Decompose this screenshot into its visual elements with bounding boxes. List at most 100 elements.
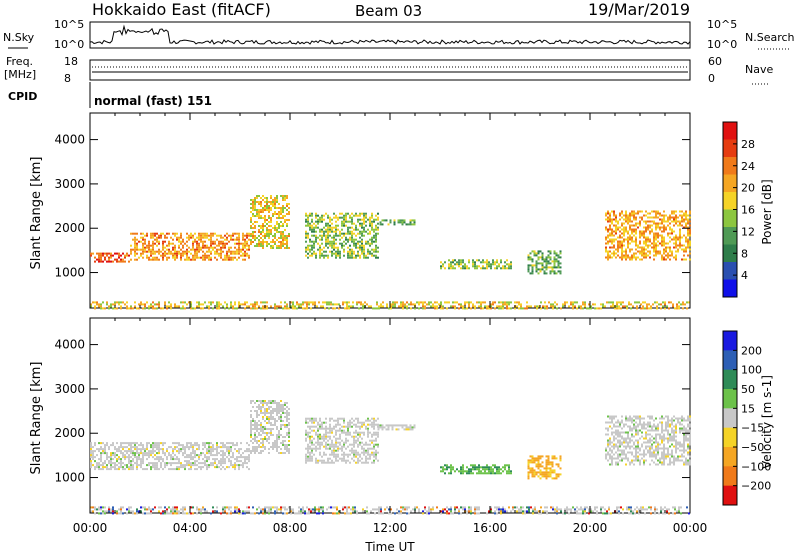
velocity-echo-cell bbox=[206, 456, 208, 459]
power-echo-cell bbox=[164, 250, 166, 253]
power-echo-cell bbox=[460, 267, 462, 270]
power-echo-cell bbox=[186, 248, 188, 251]
velocity-echo-cell bbox=[605, 447, 607, 450]
velocity-echo-cell bbox=[104, 452, 106, 455]
power-echo-cell bbox=[100, 303, 102, 306]
power-echo-cell bbox=[246, 305, 248, 308]
velocity-echo-cell bbox=[152, 442, 154, 445]
power-echo-cell bbox=[639, 222, 641, 225]
velocity-echo-cell bbox=[667, 429, 669, 432]
velocity-echo-cell bbox=[535, 465, 538, 468]
power-echo-cell bbox=[262, 199, 264, 201]
power-echo-cell bbox=[625, 248, 627, 251]
velocity-echo-cell bbox=[186, 464, 188, 467]
power-echo-cell bbox=[305, 234, 307, 237]
velocity-echo-cell bbox=[174, 462, 176, 465]
power-echo-cell bbox=[653, 234, 655, 237]
velocity-echo-cell bbox=[122, 454, 124, 457]
power-echo-cell bbox=[578, 305, 580, 308]
power-echo-cell bbox=[649, 256, 651, 259]
power-echo-cell bbox=[256, 303, 258, 306]
velocity-echo-cell bbox=[276, 446, 278, 448]
power-echo-cell bbox=[98, 305, 100, 308]
power-echo-cell bbox=[236, 307, 238, 310]
power-echo-cell bbox=[454, 307, 456, 310]
power-echo-cell bbox=[234, 250, 236, 253]
power-echo-cell bbox=[639, 236, 641, 239]
velocity-echo-cell bbox=[543, 471, 546, 474]
power-echo-cell bbox=[685, 238, 687, 241]
power-echo-cell bbox=[508, 267, 510, 270]
power-echo-cell bbox=[102, 252, 104, 255]
velocity-echo-cell bbox=[673, 445, 675, 448]
velocity-echo-cell bbox=[504, 468, 506, 471]
velocity-echo-cell bbox=[373, 461, 375, 464]
power-echo-cell bbox=[611, 246, 613, 249]
power-echo-cell bbox=[335, 216, 337, 219]
velocity-echo-cell bbox=[478, 470, 480, 473]
power-echo-cell bbox=[286, 241, 288, 243]
power-echo-cell bbox=[358, 301, 360, 304]
velocity-echo-cell bbox=[254, 426, 256, 428]
power-echo-cell bbox=[529, 264, 532, 267]
power-echo-cell bbox=[464, 301, 466, 304]
velocity-echo-cell bbox=[363, 431, 365, 434]
velocity-echo-cell bbox=[409, 428, 412, 431]
power-echo-cell bbox=[208, 258, 210, 261]
velocity-echo-cell bbox=[488, 468, 490, 471]
power-echo-cell bbox=[663, 230, 665, 233]
velocity-echo-cell bbox=[617, 449, 619, 452]
power-echo-cell bbox=[552, 303, 554, 306]
power-echo-cell bbox=[462, 259, 464, 262]
power-echo-cell bbox=[458, 261, 460, 264]
velocity-echo-cell bbox=[367, 453, 369, 456]
power-echo-cell bbox=[641, 232, 643, 235]
velocity-echo-cell bbox=[156, 456, 158, 459]
power-echo-cell bbox=[359, 214, 361, 217]
power-echo-cell bbox=[683, 258, 685, 261]
velocity-echo-cell bbox=[621, 453, 623, 456]
power-echo-cell bbox=[559, 266, 562, 269]
velocity-echo-cell bbox=[329, 461, 331, 464]
power-echo-cell bbox=[472, 265, 474, 268]
power-echo-cell bbox=[667, 254, 669, 257]
power-echo-cell bbox=[474, 263, 476, 266]
power-echo-cell bbox=[611, 234, 613, 237]
power-echo-cell bbox=[346, 301, 348, 304]
velocity-echo-cell bbox=[351, 457, 353, 460]
power-echo-cell bbox=[174, 250, 176, 253]
velocity-echo-cell bbox=[549, 473, 552, 476]
power-echo-cell bbox=[616, 303, 618, 306]
velocity-echo-cell bbox=[353, 443, 355, 446]
power-echo-cell bbox=[339, 250, 341, 253]
power-echo-cell bbox=[625, 212, 627, 215]
power-echo-cell bbox=[494, 267, 496, 270]
power-echo-cell bbox=[671, 252, 673, 255]
power-echo-cell bbox=[648, 303, 650, 306]
velocity-echo-cell bbox=[100, 458, 102, 461]
power-echo-cell bbox=[635, 242, 637, 245]
velocity-echo-cell bbox=[627, 451, 629, 454]
power-echo-cell bbox=[627, 242, 629, 245]
power-echo-cell bbox=[280, 241, 282, 243]
power-echo-cell bbox=[134, 242, 136, 245]
power-echo-cell bbox=[492, 301, 494, 304]
power-echo-cell bbox=[327, 234, 329, 237]
velocity-echo-cell bbox=[381, 426, 384, 429]
power-echo-cell bbox=[176, 254, 178, 257]
power-echo-cell bbox=[130, 307, 132, 310]
velocity-echo-cell bbox=[268, 452, 270, 454]
velocity-echo-cell bbox=[270, 414, 272, 416]
velocity-echo-cell bbox=[633, 463, 635, 466]
power-echo-cell bbox=[309, 250, 311, 253]
power-echo-cell bbox=[244, 307, 246, 310]
power-echo-cell bbox=[685, 210, 687, 213]
power-echo-cell bbox=[375, 254, 377, 257]
velocity-echo-cell bbox=[276, 402, 278, 404]
power-echo-cell bbox=[629, 214, 631, 217]
velocity-echo-cell bbox=[539, 477, 542, 480]
power-echo-cell bbox=[240, 254, 242, 257]
velocity-echo-cell bbox=[607, 427, 609, 430]
velocity-echo-cell bbox=[623, 441, 625, 444]
velocity-echo-cell bbox=[637, 431, 639, 434]
